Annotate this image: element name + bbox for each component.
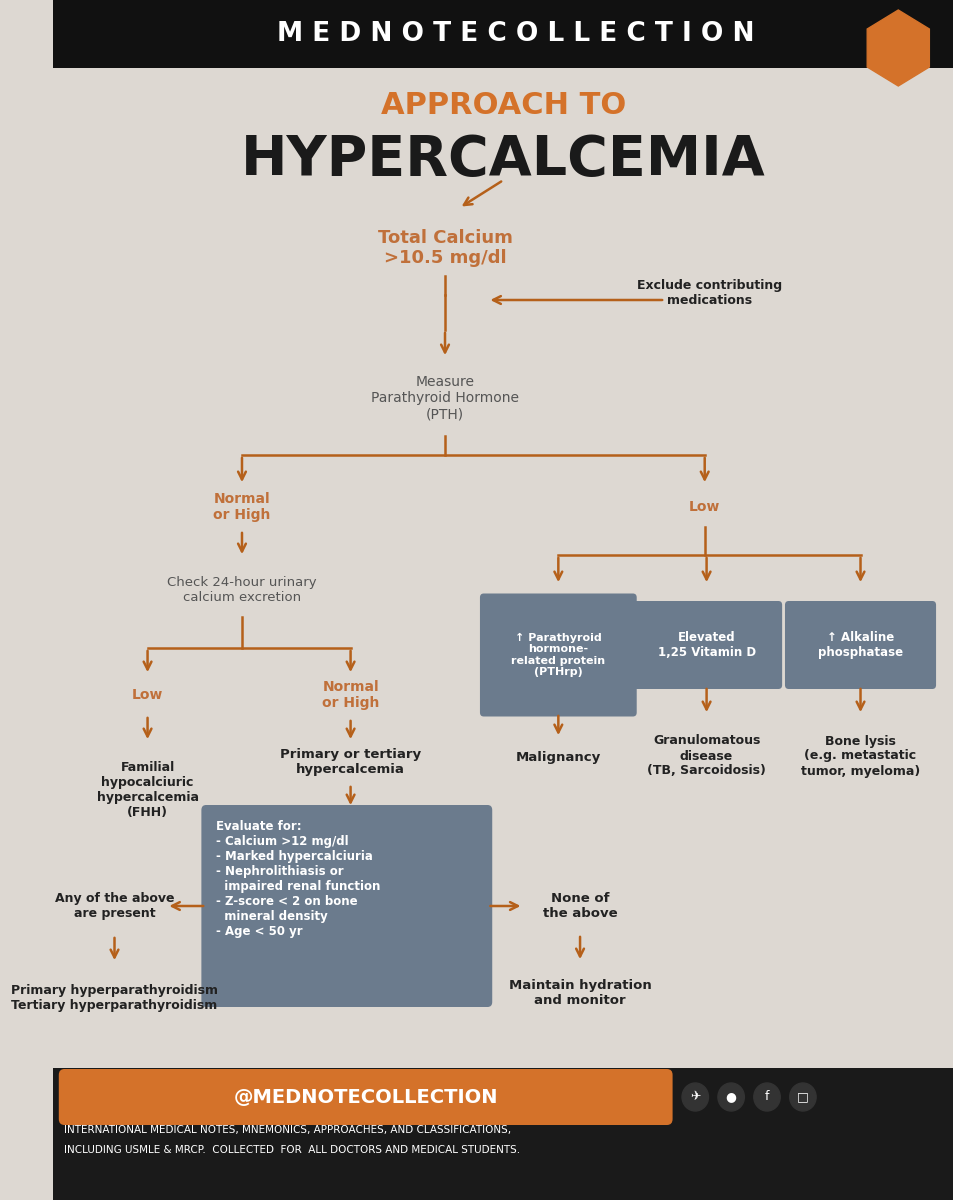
FancyBboxPatch shape [479,594,636,716]
FancyBboxPatch shape [784,601,935,689]
Bar [53,0,953,68]
Text: f: f [764,1091,768,1104]
Text: APPROACH TO: APPROACH TO [380,90,625,120]
Text: Familial
hypocalciuric
hypercalcemia
(FHH): Familial hypocalciuric hypercalcemia (FH… [96,761,198,818]
Text: ↑ Alkaline
phosphatase: ↑ Alkaline phosphatase [817,631,902,659]
FancyBboxPatch shape [630,601,781,689]
Text: INCLUDING USMLE & MRCP.  COLLECTED  FOR  ALL DOCTORS AND MEDICAL STUDENTS.: INCLUDING USMLE & MRCP. COLLECTED FOR AL… [65,1145,520,1154]
Text: Elevated
1,25 Vitamin D: Elevated 1,25 Vitamin D [657,631,755,659]
Text: Check 24-hour urinary
calcium excretion: Check 24-hour urinary calcium excretion [167,576,316,604]
Circle shape [718,1082,743,1111]
Circle shape [753,1082,780,1111]
Circle shape [789,1082,815,1111]
Text: Low: Low [132,688,163,702]
Text: Any of the above
are present: Any of the above are present [54,892,174,920]
Text: Measure
Parathyroid Hormone
(PTH): Measure Parathyroid Hormone (PTH) [371,374,518,421]
Text: Maintain hydration
and monitor: Maintain hydration and monitor [508,979,651,1007]
Text: ↑ Parathyroid
hormone-
related protein
(PTHrp): ↑ Parathyroid hormone- related protein (… [511,632,605,678]
FancyBboxPatch shape [59,1069,672,1126]
Text: Low: Low [688,500,720,514]
Text: None of
the above: None of the above [542,892,617,920]
Text: Malignancy: Malignancy [516,750,600,763]
Text: Total Calcium
>10.5 mg/dl: Total Calcium >10.5 mg/dl [377,228,512,268]
Text: M E D N O T E C O L L E C T I O N: M E D N O T E C O L L E C T I O N [276,20,754,47]
Bar [53,1068,953,1200]
Text: @MEDNOTECOLLECTION: @MEDNOTECOLLECTION [233,1087,497,1106]
Text: □: □ [796,1091,808,1104]
Text: Granulomatous
disease
(TB, Sarcoidosis): Granulomatous disease (TB, Sarcoidosis) [646,734,765,778]
Text: Primary hyperparathyroidism
Tertiary hyperparathyroidism: Primary hyperparathyroidism Tertiary hyp… [11,984,218,1012]
Text: Normal
or High: Normal or High [213,492,271,522]
Text: Primary or tertiary
hypercalcemia: Primary or tertiary hypercalcemia [280,748,420,776]
Text: HYPERCALCEMIA: HYPERCALCEMIA [241,133,765,187]
Text: Evaluate for:
- Calcium >12 mg/dl
- Marked hypercalciuria
- Nephrolithiasis or
 : Evaluate for: - Calcium >12 mg/dl - Mark… [215,820,379,938]
Text: ●: ● [725,1091,736,1104]
FancyBboxPatch shape [201,805,492,1007]
Circle shape [681,1082,708,1111]
Text: INTERNATIONAL MEDICAL NOTES, MNEMONICS, APPROACHES, AND CLASSIFICATIONS,: INTERNATIONAL MEDICAL NOTES, MNEMONICS, … [65,1126,511,1135]
Text: Exclude contributing
medications: Exclude contributing medications [637,278,781,307]
Text: Normal
or High: Normal or High [321,680,379,710]
Text: Bone lysis
(e.g. metastatic
tumor, myeloma): Bone lysis (e.g. metastatic tumor, myelo… [801,734,920,778]
Text: ✈: ✈ [689,1091,700,1104]
